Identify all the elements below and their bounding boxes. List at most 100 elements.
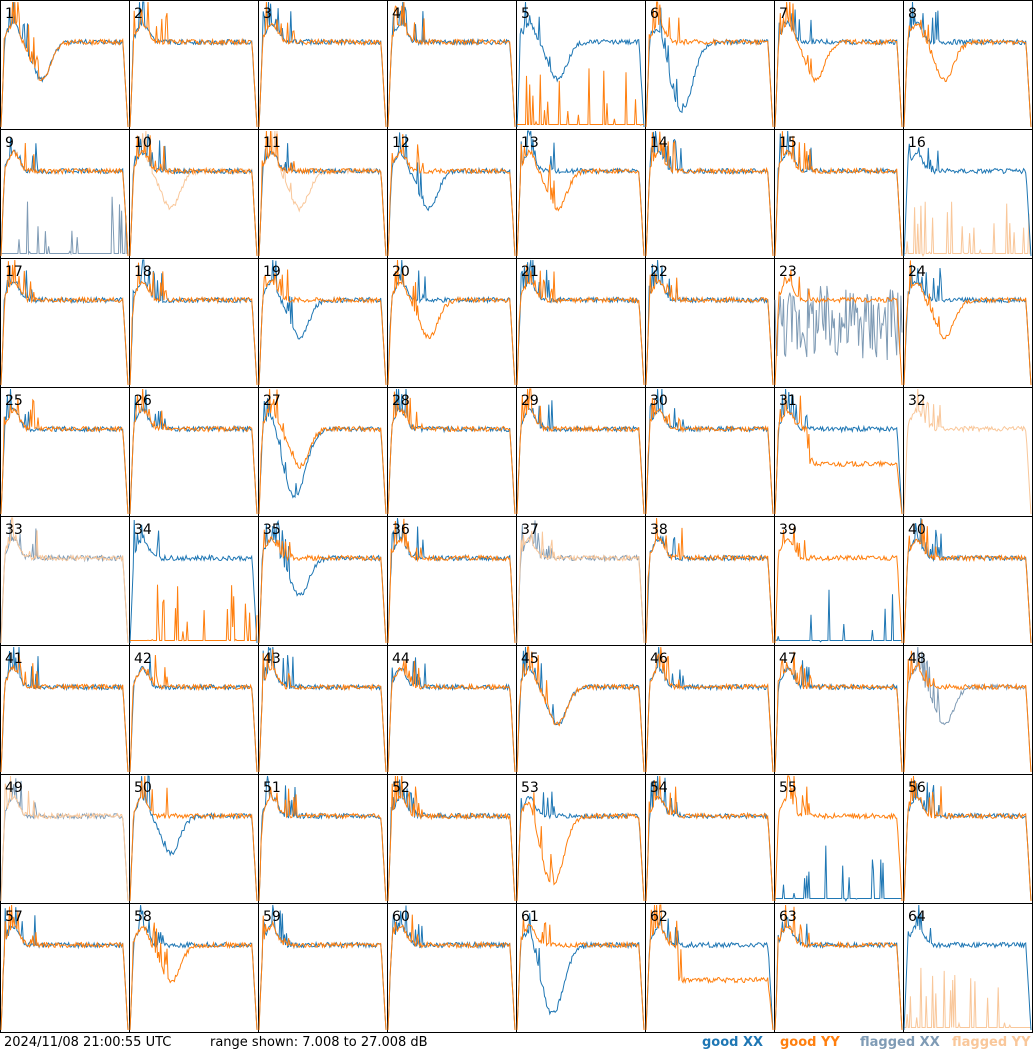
panel-label: 45: [521, 651, 539, 667]
panel-label: 50: [134, 780, 152, 796]
series-good-yy: [0, 398, 129, 515]
panel-label: 3: [263, 6, 272, 22]
series-good-yy: [645, 131, 774, 257]
panel-frame: [774, 645, 904, 775]
series-flagged-yy: [904, 201, 1031, 258]
series-flagged-yy: [0, 775, 129, 902]
series-good-xx: [903, 904, 1032, 1031]
series-good-yy: [645, 1, 774, 128]
series-good-xx: [129, 775, 258, 902]
series-good-xx: [129, 1, 258, 128]
panel-frame: [516, 129, 646, 259]
series-good-yy: [517, 68, 644, 126]
series-good-yy: [774, 904, 903, 1031]
series-good-yy: [774, 651, 903, 773]
series-good-xx: [387, 905, 516, 1031]
panel-frame: [516, 0, 646, 130]
panel-label: 57: [5, 909, 23, 925]
panel-frame: [387, 516, 517, 646]
panel-label: 60: [392, 909, 410, 925]
panel-frame: [903, 903, 1033, 1033]
series-good-yy: [387, 660, 516, 773]
series-good-yy: [774, 269, 903, 386]
panel-frame: [129, 0, 259, 130]
footer: 2024/11/08 21:00:55 UTC range shown: 7.0…: [0, 1033, 1033, 1053]
panel-frame: [903, 645, 1033, 775]
series-good-xx: [516, 130, 645, 257]
series-good-yy: [387, 259, 516, 386]
panel-frame: [258, 645, 388, 775]
series-good-yy: [130, 584, 258, 642]
series-flagged-yy: [903, 388, 1032, 515]
series-good-yy: [774, 1, 903, 128]
series-good-yy: [258, 388, 387, 515]
series-good-yy: [645, 273, 774, 386]
panel-frame: [645, 258, 775, 388]
panel-label: 10: [134, 135, 152, 151]
series-good-yy: [774, 394, 903, 515]
series-flagged-yy: [904, 967, 1031, 1028]
series-good-yy: [129, 135, 258, 257]
range-text: range shown: 7.008 to 27.008 dB: [210, 1035, 428, 1050]
series-good-yy: [903, 19, 1032, 128]
series-good-yy: [0, 654, 129, 773]
panel-label: 32: [908, 393, 926, 409]
panel-label: 37: [521, 522, 539, 538]
panel-label: 19: [263, 264, 281, 280]
series-flagged-yy: [0, 517, 129, 644]
series-good-yy: [258, 269, 387, 386]
panel-label: 15: [779, 135, 797, 151]
panel-label: 39: [779, 522, 797, 538]
series-good-yy: [774, 131, 903, 257]
panel-label: 48: [908, 651, 926, 667]
series-good-yy: [258, 1, 387, 128]
panel-frame: [903, 0, 1033, 130]
panel-label: 20: [392, 264, 410, 280]
panel-frame: [774, 903, 904, 1033]
series-good-yy: [516, 264, 645, 386]
panel-label: 8: [908, 6, 917, 22]
panel-frame: [258, 516, 388, 646]
panel-label: 23: [779, 264, 797, 280]
series-good-yy: [516, 792, 645, 902]
series-good-yy: [387, 134, 516, 257]
panel-label: 14: [650, 135, 668, 151]
series-good-yy: [129, 1, 258, 128]
panel-label: 13: [521, 135, 539, 151]
series-good-yy: [387, 775, 516, 902]
legend-good-xx: good XX: [702, 1035, 764, 1050]
legend-good-yy: good YY: [780, 1035, 840, 1050]
series-good-xx: [645, 7, 774, 128]
series-good-yy: [129, 775, 258, 902]
series-good-xx: [775, 845, 902, 902]
series-flagged-yy: [129, 130, 258, 257]
panel-frame: [129, 903, 259, 1033]
series-flagged-xx: [774, 285, 903, 361]
panel-label: 28: [392, 393, 410, 409]
panel-frame: [129, 774, 259, 904]
series-good-yy: [0, 904, 129, 1031]
panel-frame: [645, 516, 775, 646]
series-good-yy: [774, 775, 903, 902]
panel-frame: [774, 129, 904, 259]
series-good-yy: [903, 650, 1032, 773]
series-good-yy: [645, 397, 774, 515]
panel-frame: [903, 774, 1033, 904]
panel-label: 4: [392, 6, 401, 22]
series-good-yy: [516, 917, 645, 1031]
panel-frame: [0, 258, 130, 388]
series-good-xx: [903, 1, 1032, 128]
series-good-yy: [516, 388, 645, 515]
panel-frame: [516, 387, 646, 517]
series-good-yy: [387, 391, 516, 515]
series-good-yy: [645, 517, 774, 644]
panel-label: 2: [134, 6, 143, 22]
panel-frame: [516, 258, 646, 388]
series-good-xx: [387, 775, 516, 902]
series-good-yy: [129, 262, 258, 386]
panel-label: 43: [263, 651, 281, 667]
panel-frame: [645, 387, 775, 517]
panel-label: 12: [392, 135, 410, 151]
panel-label: 59: [263, 909, 281, 925]
panel-frame: [258, 129, 388, 259]
